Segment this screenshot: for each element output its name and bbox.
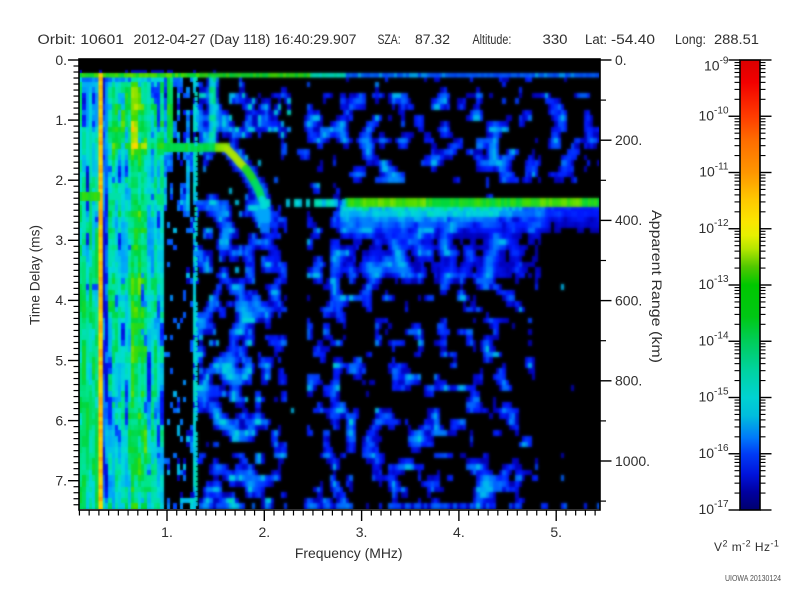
svg-text:Long:: Long: (675, 32, 706, 47)
svg-text:Time Delay (ms): Time Delay (ms) (27, 225, 43, 325)
svg-text:4.: 4. (453, 524, 465, 540)
svg-text:5.: 5. (55, 352, 67, 368)
svg-text:6.: 6. (55, 412, 67, 428)
svg-text:-54.40: -54.40 (611, 32, 655, 47)
svg-text:Apparent Range (km): Apparent Range (km) (649, 210, 665, 363)
svg-text:0.: 0. (55, 52, 67, 68)
svg-text:2.: 2. (55, 172, 67, 188)
svg-text:10-9: 10-9 (704, 56, 729, 74)
svg-text:10-15: 10-15 (698, 387, 728, 405)
svg-text:200.: 200. (615, 132, 642, 148)
svg-text:UIOWA 20130124: UIOWA 20130124 (725, 574, 781, 583)
svg-text:800.: 800. (615, 373, 642, 389)
svg-text:Lat:: Lat: (585, 32, 607, 47)
svg-text:10-17: 10-17 (698, 499, 728, 517)
svg-text:3.: 3. (356, 524, 368, 540)
svg-text:Frequency (MHz): Frequency (MHz) (295, 545, 403, 561)
svg-text:4.: 4. (55, 292, 67, 308)
svg-text:7.: 7. (55, 473, 67, 489)
svg-text:87.32: 87.32 (415, 32, 450, 47)
svg-text:5.: 5. (550, 524, 562, 540)
svg-text:10-16: 10-16 (698, 443, 728, 461)
svg-text:2012-04-27 (Day 118) 16:40:29.: 2012-04-27 (Day 118) 16:40:29.907 (134, 32, 357, 47)
svg-text:10-11: 10-11 (699, 162, 729, 180)
svg-text:SZA:: SZA: (378, 32, 401, 47)
svg-text:2.: 2. (258, 524, 270, 540)
svg-text:10-10: 10-10 (698, 105, 728, 123)
svg-text:3.: 3. (55, 232, 67, 248)
svg-text:1.: 1. (161, 524, 173, 540)
svg-text:1000.: 1000. (615, 453, 650, 469)
svg-text:10-12: 10-12 (698, 218, 728, 236)
svg-text:Altitude:: Altitude: (473, 32, 512, 47)
svg-text:Orbit: 10601: Orbit: 10601 (38, 32, 125, 47)
svg-text:10-13: 10-13 (698, 274, 728, 292)
svg-text:400.: 400. (615, 212, 642, 228)
svg-text:10-14: 10-14 (698, 330, 728, 348)
svg-text:V2 m-2 Hz-1: V2 m-2 Hz-1 (714, 539, 779, 555)
svg-text:288.51: 288.51 (714, 32, 759, 47)
svg-text:330: 330 (543, 32, 568, 47)
svg-text:600.: 600. (615, 292, 642, 308)
svg-text:0.: 0. (615, 52, 627, 68)
svg-text:1.: 1. (55, 112, 67, 128)
